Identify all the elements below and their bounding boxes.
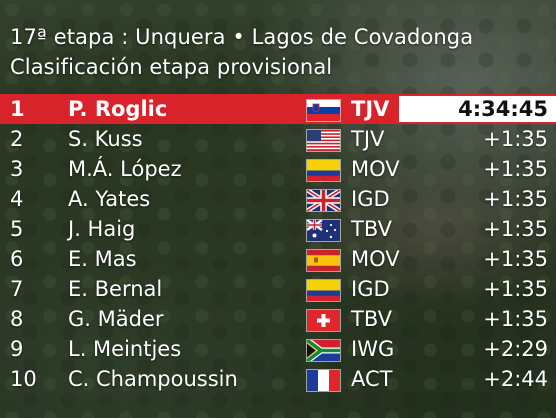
position: 2 bbox=[10, 127, 24, 151]
standings-row: 5 J. Haig TBV +1:35 bbox=[0, 214, 556, 244]
switzerland-flag-icon bbox=[307, 310, 340, 331]
position: 4 bbox=[10, 187, 24, 211]
stage-time: 4:34:45 bbox=[458, 97, 548, 121]
position: 7 bbox=[10, 277, 24, 301]
colombia-flag-icon bbox=[307, 160, 340, 181]
south-africa-flag-icon bbox=[307, 340, 340, 361]
rider-name: S. Kuss bbox=[68, 127, 143, 151]
slovenia-flag-icon bbox=[307, 100, 340, 121]
team-code: MOV bbox=[351, 157, 400, 181]
team-code: ACT bbox=[351, 367, 393, 391]
spain-flag-icon bbox=[307, 250, 340, 271]
rider-name: A. Yates bbox=[68, 187, 151, 211]
classification-subtitle: Clasificación etapa provisional bbox=[10, 55, 333, 79]
team-code: TJV bbox=[351, 127, 385, 151]
colombia-flag-icon bbox=[307, 280, 340, 301]
rider-name: E. Mas bbox=[68, 247, 137, 271]
team-code: MOV bbox=[351, 247, 400, 271]
rider-name: L. Meintjes bbox=[68, 337, 182, 361]
rider-name: M.Á. López bbox=[68, 157, 182, 181]
time-gap: +1:35 bbox=[483, 217, 548, 241]
team-code: TJV bbox=[351, 97, 390, 121]
leader-time-box bbox=[399, 96, 556, 122]
rider-name: P. Roglic bbox=[68, 97, 168, 121]
position: 1 bbox=[10, 97, 25, 121]
rider-name: E. Bernal bbox=[68, 277, 163, 301]
standings-row: 8 G. Mäder TBV +1:35 bbox=[0, 304, 556, 334]
rider-name: C. Champoussin bbox=[68, 367, 238, 391]
rider-name: J. Haig bbox=[68, 217, 136, 241]
position: 3 bbox=[10, 157, 24, 181]
team-code: TBV bbox=[351, 307, 392, 331]
uk-flag-icon bbox=[307, 190, 340, 211]
standings-row: 4 A. Yates IGD +1:35 bbox=[0, 184, 556, 214]
time-gap: +1:35 bbox=[483, 127, 548, 151]
time-gap: +1:35 bbox=[483, 187, 548, 211]
standings-row: 3 M.Á. López MOV +1:35 bbox=[0, 154, 556, 184]
position: 10 bbox=[10, 367, 37, 391]
time-gap: +2:44 bbox=[483, 367, 548, 391]
standings-row: 6 E. Mas MOV +1:35 bbox=[0, 244, 556, 274]
standings-row: 7 E. Bernal IGD +1:35 bbox=[0, 274, 556, 304]
team-code: IWG bbox=[351, 337, 395, 361]
standings-row: 2 S. Kuss TJV +1:35 bbox=[0, 124, 556, 154]
stage-title: 17ª etapa : Unquera • Lagos de Covadonga bbox=[10, 25, 474, 49]
time-gap: +2:29 bbox=[483, 337, 548, 361]
team-code: TBV bbox=[351, 217, 392, 241]
standings-row-leader: 1 P. Roglic TJV 4:34:45 bbox=[0, 94, 556, 124]
position: 5 bbox=[10, 217, 24, 241]
time-gap: +1:35 bbox=[483, 247, 548, 271]
team-code: IGD bbox=[351, 277, 390, 301]
graphic-header: 17ª etapa : Unquera • Lagos de Covadonga… bbox=[10, 22, 473, 82]
time-gap: +1:35 bbox=[483, 277, 548, 301]
usa-flag-icon bbox=[307, 130, 340, 151]
standings-row: 9 L. Meintjes IWG +2:29 bbox=[0, 334, 556, 364]
standings-table: 1 P. Roglic TJV 4:34:45 2 S. Kuss TJV +1… bbox=[0, 94, 556, 394]
france-flag-icon bbox=[307, 370, 340, 391]
time-gap: +1:35 bbox=[483, 307, 548, 331]
standings-row: 10 C. Champoussin ACT +2:44 bbox=[0, 364, 556, 394]
time-gap: +1:35 bbox=[483, 157, 548, 181]
australia-flag-icon bbox=[307, 220, 340, 241]
position: 9 bbox=[10, 337, 24, 361]
position: 6 bbox=[10, 247, 24, 271]
team-code: IGD bbox=[351, 187, 390, 211]
position: 8 bbox=[10, 307, 24, 331]
rider-name: G. Mäder bbox=[68, 307, 164, 331]
